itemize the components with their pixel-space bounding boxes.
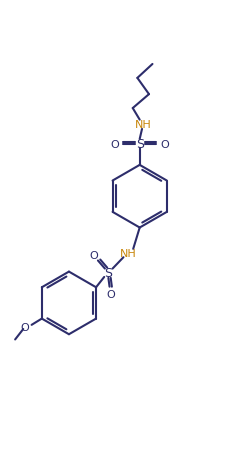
Text: S: S [104,267,112,280]
Text: O: O [89,250,98,260]
Text: O: O [160,140,169,150]
Text: NH: NH [120,249,137,258]
Text: NH: NH [135,120,151,130]
Text: O: O [106,290,115,300]
Text: O: O [21,322,30,332]
Text: O: O [111,140,120,150]
Text: S: S [136,138,144,151]
